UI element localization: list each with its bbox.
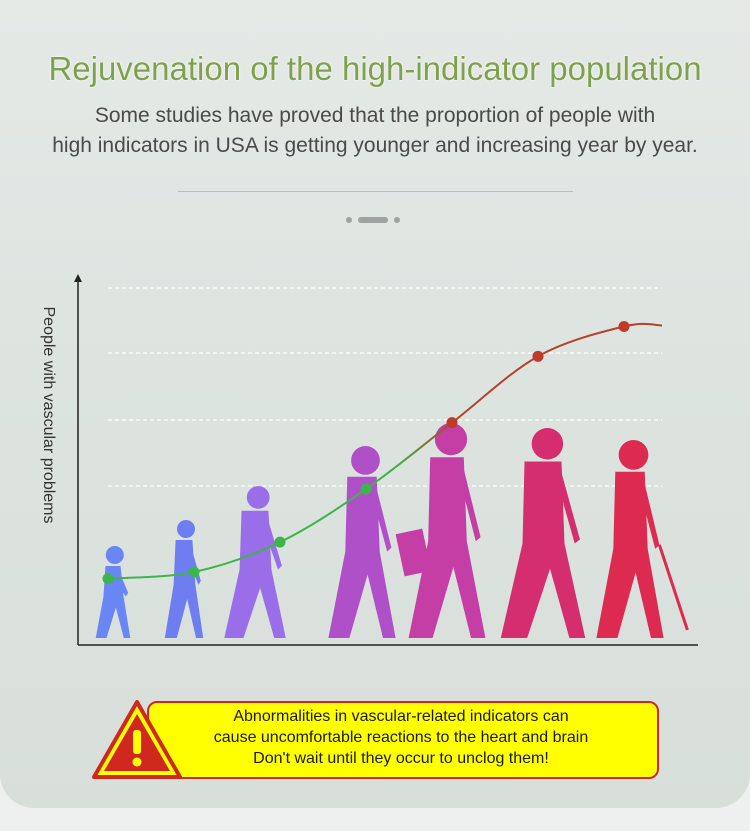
data-point [618, 320, 630, 332]
trend-chart [74, 274, 698, 646]
person-silhouette-toddler [95, 546, 131, 638]
person-silhouette-adult [395, 423, 486, 638]
data-point [102, 573, 114, 585]
trend-line [107, 322, 663, 580]
warning-line: cause uncomfortable reactions to the hea… [213, 729, 589, 746]
data-point [446, 417, 458, 429]
warning-triangle-icon [92, 700, 182, 779]
page-title: Rejuvenation of the high-indicator popul… [48, 50, 702, 87]
person-silhouette-school-kid [224, 486, 286, 638]
warning-line: Don't wait until they occur to unclog th… [253, 750, 549, 767]
briefcase [395, 528, 432, 577]
warning-callout: Abnormalities in vascular-related indica… [92, 700, 660, 779]
gridlines [108, 287, 662, 487]
data-point [532, 350, 544, 362]
warning-line: Abnormalities in vascular-related indica… [233, 708, 569, 725]
person-silhouette-child [164, 520, 204, 638]
indicator-dot [394, 217, 400, 223]
indicator-dot [346, 217, 352, 223]
warning-box [147, 701, 659, 779]
subtitle-line: high indicators in USA is getting younge… [52, 134, 698, 157]
walking-cane [657, 544, 689, 631]
subtitle-line: Some studies have proved that the propor… [94, 104, 656, 127]
person-silhouette-middle-aged [500, 428, 586, 638]
warning-text: Abnormalities in vascular-related indica… [172, 706, 630, 769]
data-point [274, 536, 286, 548]
indicator-active-bar [358, 217, 388, 223]
y-axis-arrow-icon [74, 274, 82, 282]
person-silhouette-elderly [596, 440, 689, 638]
person-silhouette-teenager [328, 446, 396, 638]
data-point [360, 483, 372, 495]
subtitle: Some studies have proved that the propor… [0, 101, 750, 161]
divider [178, 191, 573, 192]
people-silhouettes [95, 423, 689, 638]
carousel-indicator [346, 216, 406, 226]
infographic-card: Rejuvenation of the high-indicator popul… [0, 0, 750, 808]
data-points [102, 320, 630, 585]
data-point [188, 566, 200, 578]
